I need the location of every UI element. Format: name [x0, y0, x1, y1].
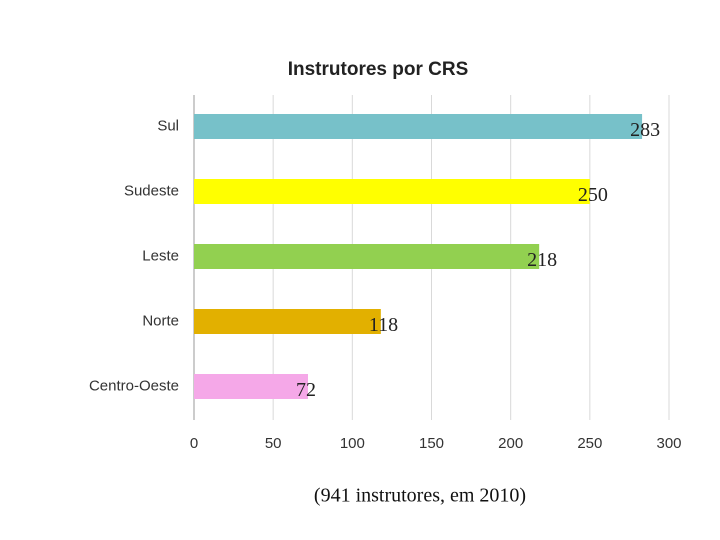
- y-tick-label: Norte: [142, 312, 179, 329]
- x-tick-label: 200: [498, 435, 523, 452]
- x-tick-label: 300: [656, 435, 681, 452]
- x-tick-label: 100: [340, 435, 365, 452]
- footnote: (941 instrutores, em 2010): [314, 485, 526, 507]
- bar: [194, 309, 381, 334]
- value-label: 118: [369, 314, 398, 336]
- x-tick-label: 50: [265, 435, 282, 452]
- y-tick-label: Sul: [157, 117, 179, 134]
- bar: [194, 374, 308, 399]
- y-tick-label: Centro-Oeste: [89, 377, 179, 394]
- x-tick-label: 0: [190, 435, 198, 452]
- bar: [194, 114, 643, 139]
- y-tick-label: Sudeste: [124, 182, 179, 199]
- y-tick-label: Leste: [142, 247, 179, 264]
- value-label: 250: [578, 184, 608, 206]
- bar: [194, 244, 540, 269]
- value-label: 218: [527, 249, 557, 271]
- chart-title: Instrutores por CRS: [288, 59, 469, 80]
- x-tick-label: 150: [419, 435, 444, 452]
- bar: [194, 179, 590, 204]
- x-tick-label: 250: [577, 435, 602, 452]
- value-label: 283: [630, 119, 660, 141]
- value-label: 72: [296, 379, 316, 401]
